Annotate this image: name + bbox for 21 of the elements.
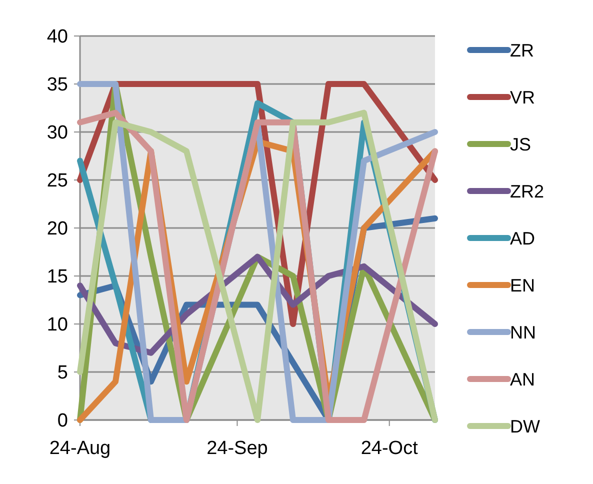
legend-label: JS (510, 134, 532, 154)
y-tick-label: 15 (46, 266, 68, 288)
y-tick-label: 25 (46, 170, 68, 192)
legend-label: DW (510, 416, 540, 436)
y-tick-label: 5 (57, 362, 68, 384)
legend-label: AD (510, 228, 536, 248)
y-tick-label: 30 (46, 122, 68, 144)
x-tick-label: 24-Sep (206, 438, 268, 459)
legend-label: NN (510, 322, 536, 342)
legend-label: VR (510, 87, 536, 108)
x-tick-label: 24-Aug (49, 438, 111, 459)
legend-label: AN (510, 369, 536, 390)
legend-label: EN (510, 275, 536, 296)
x-tick-label: 24-Oct (360, 438, 419, 459)
y-tick-label: 0 (57, 410, 68, 432)
y-tick-label: 40 (46, 26, 68, 48)
legend-label: ZR2 (510, 181, 544, 202)
legend-label: ZR (510, 40, 534, 60)
y-tick-label: 10 (46, 314, 68, 336)
y-tick-label: 20 (46, 218, 68, 240)
y-tick-label: 35 (46, 74, 68, 96)
